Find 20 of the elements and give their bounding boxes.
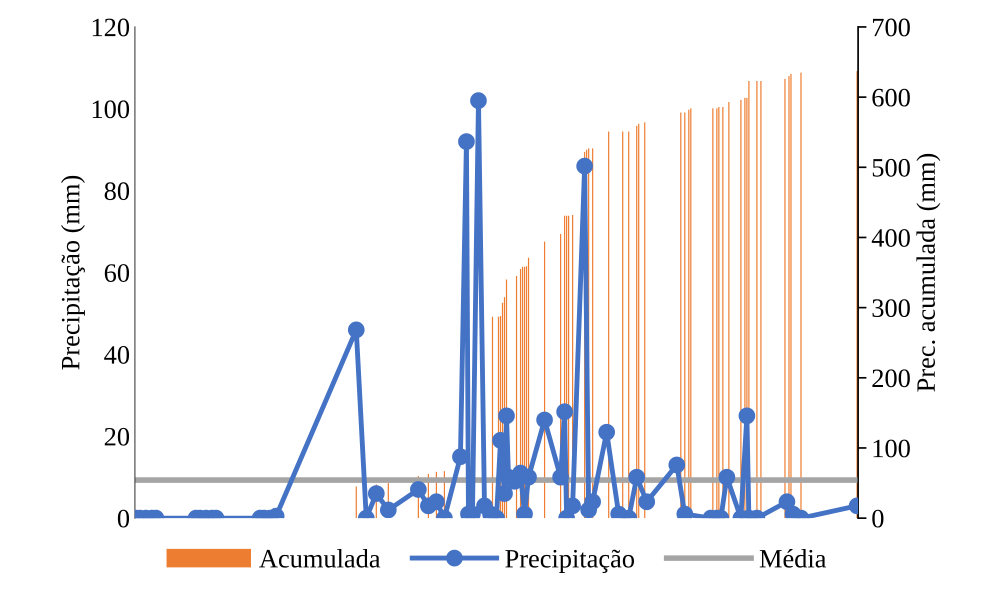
y2-tick-label: 200 (872, 369, 910, 388)
y2-axis-title: Prec. acumulada (mm) (916, 154, 940, 392)
legend-label: Média (760, 549, 826, 568)
y2-tick-label: 500 (872, 158, 910, 177)
y2-tick-label: 100 (874, 440, 910, 458)
y-tick-label: 100 (92, 100, 130, 118)
y-tick-label: 60 (104, 264, 130, 282)
y-tick-label: 80 (104, 182, 130, 200)
y-axis-title: Precipitação (mm) (60, 176, 85, 370)
y2-tick-label: 0 (872, 510, 884, 528)
y-tick-label: 0 (118, 510, 130, 528)
y2-tick-label: 300 (872, 299, 910, 318)
y2-tick-label: 700 (873, 18, 910, 36)
y-tick-label: 20 (104, 428, 130, 446)
y-tick-label: 120 (92, 18, 130, 36)
y2-tick-label: 600 (872, 88, 910, 107)
legend-label: Acumulada (259, 549, 380, 568)
y-tick-label: 40 (104, 346, 130, 364)
legend-label: Precipitação (505, 550, 634, 573)
y2-tick-label: 400 (872, 229, 910, 247)
